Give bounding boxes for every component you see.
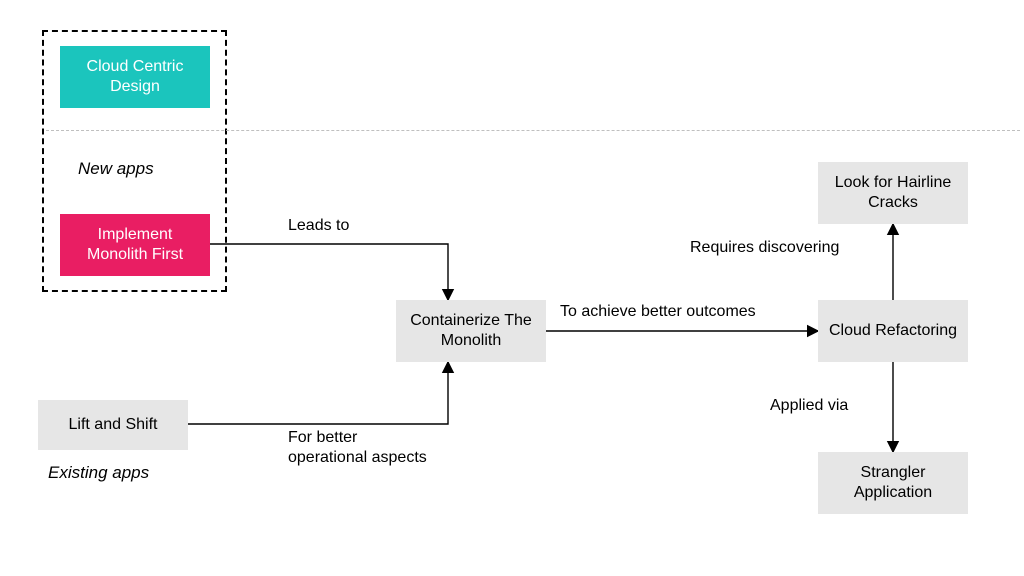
node-lift-shift: Lift and Shift [38,400,188,450]
edge-label-monolith-to-containerize: Leads to [288,216,349,236]
node-hairline: Look for Hairline Cracks [818,162,968,224]
edge-label-refactoring-to-hairline: Requires discovering [690,238,839,258]
edge-label-lift-to-containerize: For better operational aspects [288,428,438,468]
node-monolith-first: Implement Monolith First [60,214,210,276]
label-new-apps: New apps [78,158,154,179]
node-cloud-refactoring: Cloud Refactoring [818,300,968,362]
node-cloud-centric: Cloud Centric Design [60,46,210,108]
diagram-canvas: Cloud Centric Design Implement Monolith F… [0,0,1024,576]
node-strangler: Strangler Application [818,452,968,514]
edge-lift-to-containerize [188,362,448,424]
edge-label-containerize-to-refactoring: To achieve better outcomes [560,302,756,322]
edge-monolith-to-containerize [210,244,448,300]
label-existing-apps: Existing apps [48,462,149,483]
node-containerize: Containerize The Monolith [396,300,546,362]
divider-line [46,130,1020,131]
edge-label-refactoring-to-strangler: Applied via [770,396,848,416]
